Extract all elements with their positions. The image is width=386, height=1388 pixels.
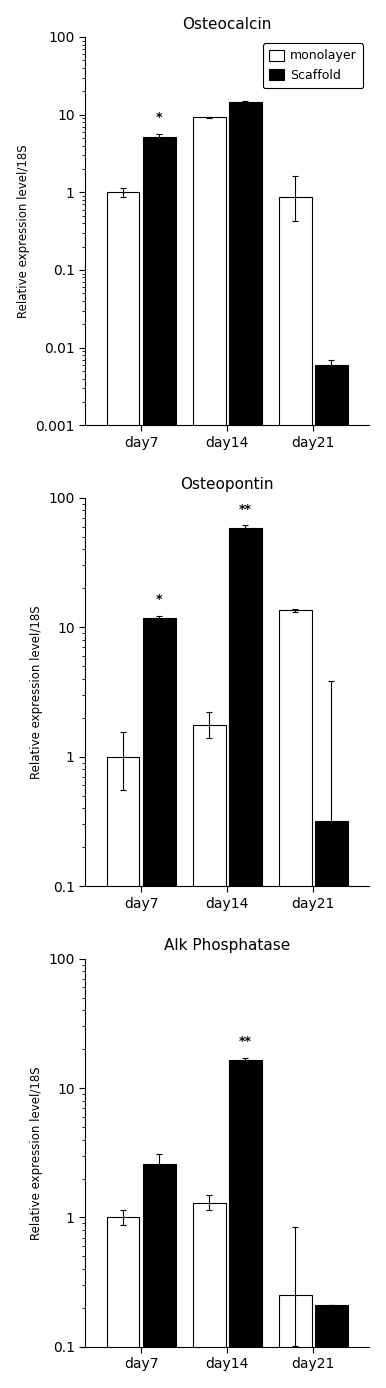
- Bar: [143, 136, 176, 1388]
- Bar: [107, 756, 139, 1388]
- Bar: [193, 1203, 225, 1388]
- Y-axis label: Relative expression level/18S: Relative expression level/18S: [17, 144, 30, 318]
- Bar: [279, 1295, 312, 1388]
- Bar: [229, 1060, 262, 1388]
- Text: **: **: [239, 1034, 252, 1048]
- Bar: [229, 529, 262, 1388]
- Text: *: *: [156, 593, 163, 607]
- Text: **: **: [239, 504, 252, 516]
- Bar: [143, 618, 176, 1388]
- Bar: [315, 365, 348, 1388]
- Bar: [107, 1217, 139, 1388]
- Text: **: **: [325, 368, 338, 380]
- Title: Alk Phosphatase: Alk Phosphatase: [164, 938, 290, 954]
- Bar: [279, 197, 312, 1388]
- Bar: [279, 611, 312, 1388]
- Y-axis label: Relative expression level/18S: Relative expression level/18S: [30, 1066, 43, 1239]
- Bar: [107, 193, 139, 1388]
- Title: Osteopontin: Osteopontin: [181, 477, 274, 493]
- Bar: [143, 1163, 176, 1388]
- Text: *: *: [156, 111, 163, 125]
- Title: Osteocalcin: Osteocalcin: [183, 17, 272, 32]
- Bar: [193, 725, 225, 1388]
- Bar: [193, 118, 225, 1388]
- Y-axis label: Relative expression level/18S: Relative expression level/18S: [30, 605, 43, 779]
- Bar: [315, 1305, 348, 1388]
- Bar: [229, 103, 262, 1388]
- Legend: monolayer, Scaffold: monolayer, Scaffold: [262, 43, 363, 87]
- Bar: [315, 820, 348, 1388]
